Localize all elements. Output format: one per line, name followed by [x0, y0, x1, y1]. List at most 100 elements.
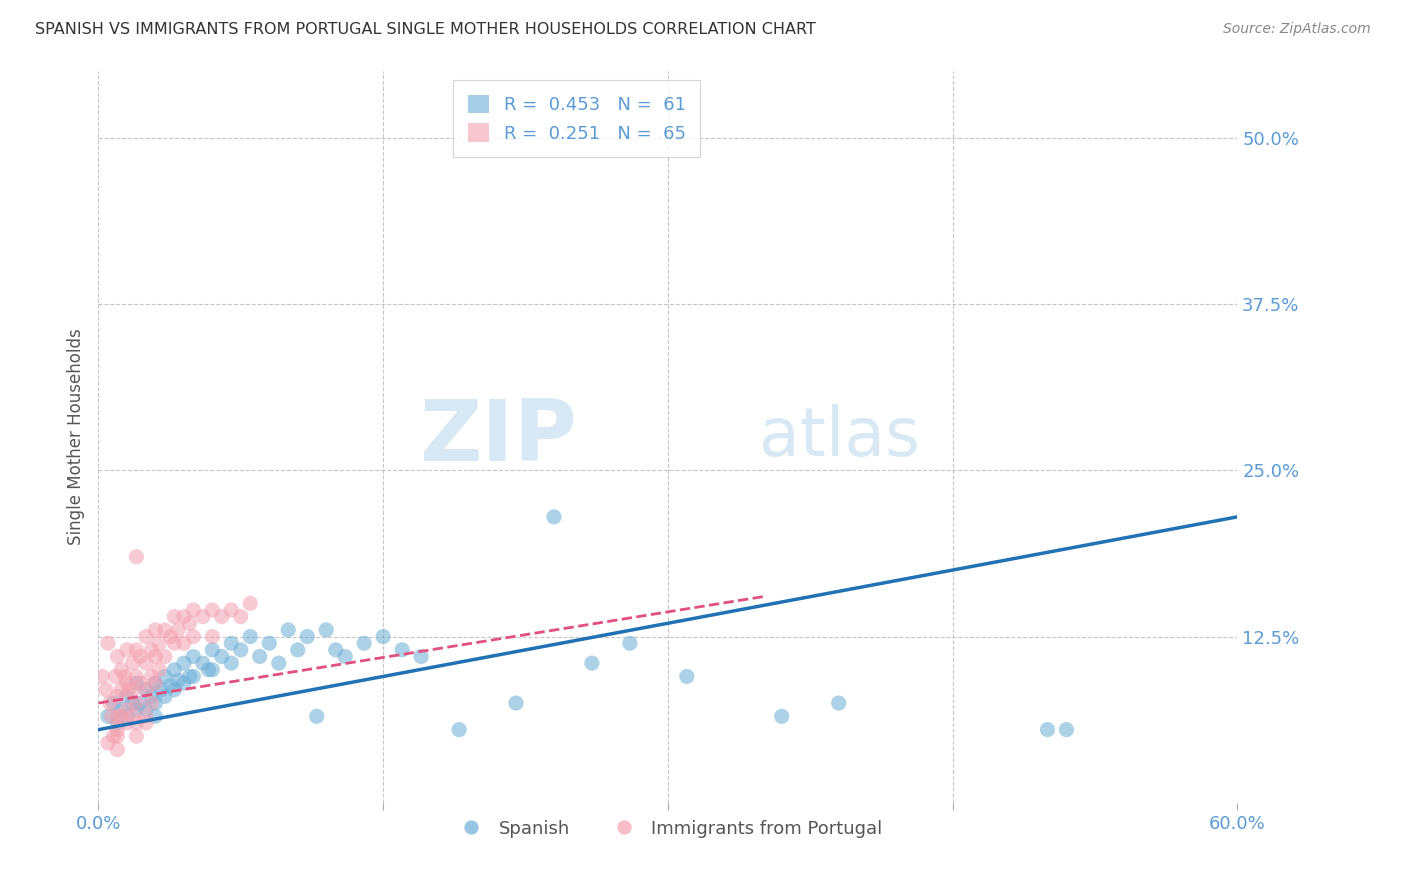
Point	[159, 630, 181, 644]
Point	[129, 696, 152, 710]
Point	[100, 709, 122, 723]
Point	[191, 609, 214, 624]
Point	[107, 716, 129, 731]
Point	[97, 636, 120, 650]
Point	[115, 643, 138, 657]
Point	[153, 690, 176, 704]
Point	[115, 690, 138, 704]
Point	[221, 656, 243, 670]
Point	[201, 630, 224, 644]
Point	[91, 669, 114, 683]
Point	[676, 669, 699, 683]
Point	[315, 623, 337, 637]
Point	[191, 656, 214, 670]
Point	[335, 649, 357, 664]
Text: atlas: atlas	[759, 404, 920, 470]
Point	[619, 636, 641, 650]
Point	[145, 676, 167, 690]
Point	[125, 669, 148, 683]
Point	[267, 656, 290, 670]
Point	[121, 682, 143, 697]
Point	[135, 709, 157, 723]
Point	[221, 603, 243, 617]
Point	[287, 643, 309, 657]
Point	[221, 636, 243, 650]
Point	[107, 742, 129, 756]
Point	[173, 636, 195, 650]
Point	[121, 696, 143, 710]
Point	[163, 636, 186, 650]
Point	[505, 696, 527, 710]
Point	[125, 643, 148, 657]
Point	[115, 716, 138, 731]
Point	[135, 630, 157, 644]
Point	[201, 663, 224, 677]
Point	[183, 669, 205, 683]
Point	[411, 649, 433, 664]
Point	[197, 663, 219, 677]
Point	[581, 656, 603, 670]
Point	[305, 709, 328, 723]
Point	[249, 649, 271, 664]
Point	[145, 676, 167, 690]
Point	[153, 623, 176, 637]
Point	[125, 729, 148, 743]
Point	[118, 682, 141, 697]
Point	[107, 649, 129, 664]
Point	[183, 603, 205, 617]
Point	[828, 696, 851, 710]
Point	[211, 649, 233, 664]
Point	[153, 669, 176, 683]
Point	[173, 676, 195, 690]
Point	[325, 643, 347, 657]
Point	[107, 723, 129, 737]
Point	[1036, 723, 1059, 737]
Point	[145, 649, 167, 664]
Point	[97, 709, 120, 723]
Point	[163, 663, 186, 677]
Point	[135, 682, 157, 697]
Point	[173, 656, 195, 670]
Point	[94, 682, 117, 697]
Point	[145, 696, 167, 710]
Point	[110, 703, 132, 717]
Point	[141, 643, 163, 657]
Point	[98, 696, 121, 710]
Point	[145, 709, 167, 723]
Y-axis label: Single Mother Households: Single Mother Households	[66, 329, 84, 545]
Point	[121, 656, 143, 670]
Point	[163, 609, 186, 624]
Point	[135, 716, 157, 731]
Point	[141, 696, 163, 710]
Point	[97, 736, 120, 750]
Point	[391, 643, 413, 657]
Point	[543, 509, 565, 524]
Point	[229, 609, 252, 624]
Point	[211, 609, 233, 624]
Point	[371, 630, 394, 644]
Point	[103, 696, 125, 710]
Point	[353, 636, 375, 650]
Point	[114, 669, 136, 683]
Point	[141, 690, 163, 704]
Point	[125, 696, 148, 710]
Point	[167, 673, 190, 688]
Point	[150, 682, 173, 697]
Point	[115, 676, 138, 690]
Point	[179, 616, 201, 631]
Point	[167, 623, 190, 637]
Point	[153, 649, 176, 664]
Point	[107, 690, 129, 704]
Point	[259, 636, 281, 650]
Point	[125, 703, 148, 717]
Point	[183, 649, 205, 664]
Text: Source: ZipAtlas.com: Source: ZipAtlas.com	[1223, 22, 1371, 37]
Point	[277, 623, 299, 637]
Point	[770, 709, 793, 723]
Point	[148, 663, 170, 677]
Point	[135, 703, 157, 717]
Point	[145, 623, 167, 637]
Point	[135, 682, 157, 697]
Legend: Spanish, Immigrants from Portugal: Spanish, Immigrants from Portugal	[446, 813, 890, 845]
Point	[183, 630, 205, 644]
